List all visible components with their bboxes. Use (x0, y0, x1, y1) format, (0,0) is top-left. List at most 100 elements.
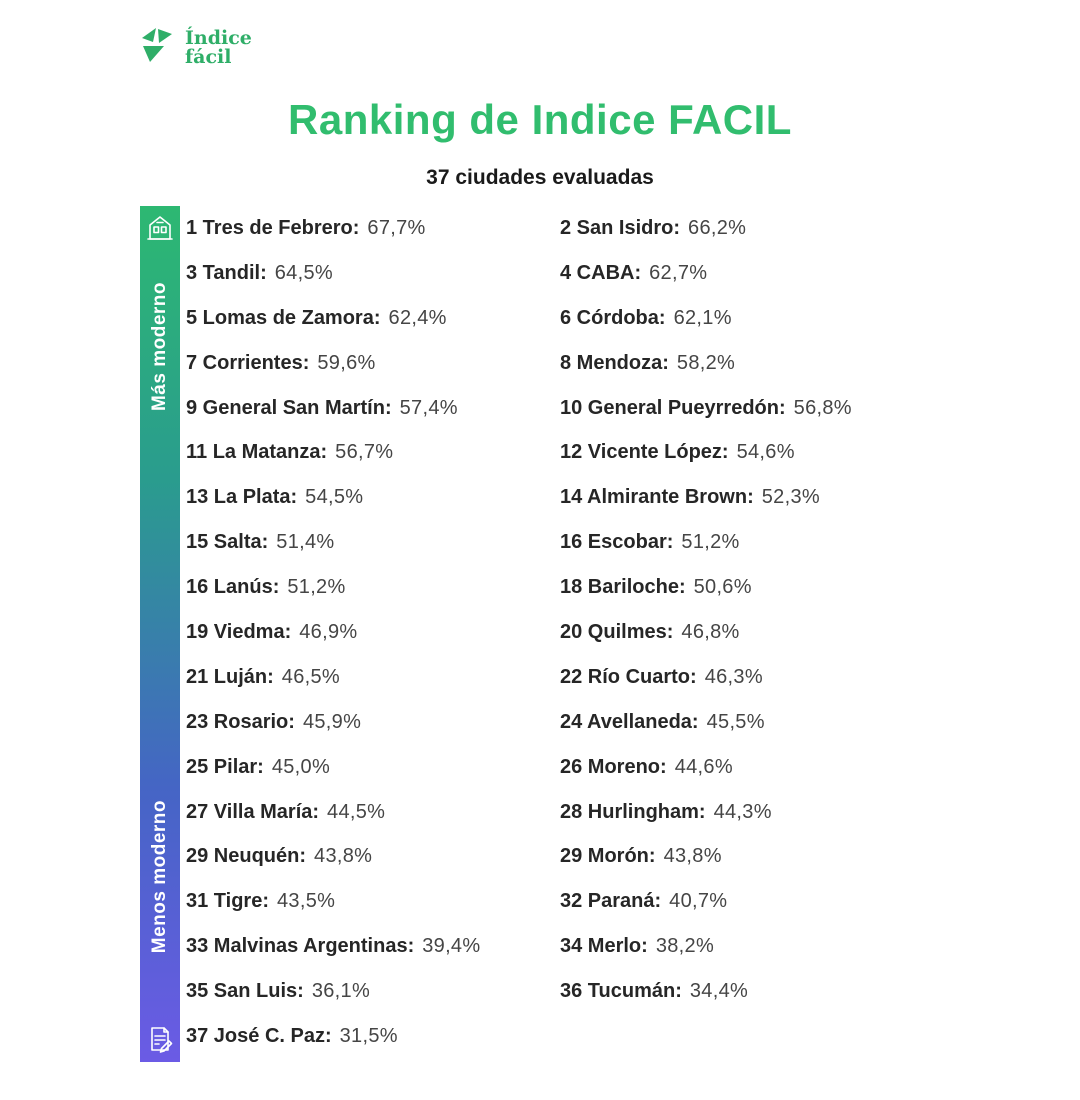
entry-value: 54,6% (736, 441, 795, 464)
ranking-entry: 13 La Plata: 54,5% (186, 475, 566, 520)
entry-value: 44,5% (327, 800, 386, 823)
indice-facil-logo-icon (142, 28, 172, 62)
entry-value: 62,7% (649, 261, 708, 284)
entry-value: 40,7% (669, 890, 728, 913)
ranking-entry: 16 Escobar: 51,2% (560, 520, 940, 565)
ranking-entry: 3 Tandil: 64,5% (186, 251, 566, 296)
entry-value: 44,3% (713, 800, 772, 823)
ranking-entry: 19 Viedma: 46,9% (186, 610, 566, 655)
modern-city-icon (147, 216, 173, 240)
entry-value: 67,7% (367, 216, 426, 239)
entry-rank-city: 29 Morón: (560, 845, 656, 868)
ranking-entry: 7 Corrientes: 59,6% (186, 341, 566, 386)
entry-value: 46,8% (681, 620, 740, 643)
entry-rank-city: 20 Quilmes: (560, 620, 674, 643)
entry-value: 45,0% (271, 755, 331, 778)
ranking-entry: 2 San Isidro: 66,2% (560, 206, 940, 251)
entry-rank-city: 2 San Isidro: (560, 216, 681, 239)
modernity-bar: Más moderno Menos moderno (140, 206, 180, 1062)
entry-rank-city: 15 Salta: (186, 531, 269, 554)
ranking-entry: 10 General Pueyrredón: 56,8% (560, 386, 940, 431)
entry-rank-city: 14 Almirante Brown: (560, 486, 754, 509)
entry-rank-city: 5 Lomas de Zamora: (186, 306, 381, 329)
entry-rank-city: 29 Neuquén: (186, 845, 307, 868)
entry-value: 36,1% (311, 980, 371, 1003)
entry-rank-city: 16 Escobar: (560, 531, 674, 554)
ranking-entry: 26 Moreno: 44,6% (560, 745, 940, 790)
entry-value: 64,5% (274, 261, 333, 284)
entry-rank-city: 37 José C. Paz: (186, 1024, 332, 1047)
entry-value: 62,1% (673, 306, 732, 329)
entry-rank-city: 32 Paraná: (560, 890, 662, 913)
ranking-entry: 35 San Luis: 36,1% (186, 969, 566, 1014)
entry-value: 56,8% (793, 396, 852, 419)
entry-rank-city: 16 Lanús: (186, 576, 280, 599)
logo-line1: Índice (185, 27, 252, 49)
entry-value: 58,2% (676, 351, 736, 374)
ranking-entry: 29 Neuquén: 43,8% (186, 834, 566, 879)
entry-rank-city: 7 Corrientes: (186, 351, 310, 374)
scale-label-menos-moderno: Menos moderno (149, 800, 170, 954)
entry-rank-city: 28 Hurlingham: (560, 800, 706, 823)
entry-value: 46,9% (299, 620, 358, 643)
ranking-entry: 1 Tres de Febrero: 67,7% (186, 206, 566, 251)
entry-value: 43,5% (277, 890, 336, 913)
ranking-entry: 31 Tigre: 43,5% (186, 879, 566, 924)
ranking-entry: 14 Almirante Brown: 52,3% (560, 475, 940, 520)
entry-value: 46,5% (281, 665, 341, 688)
entry-rank-city: 24 Avellaneda: (560, 710, 699, 733)
entry-value: 44,6% (674, 755, 733, 778)
entry-rank-city: 3 Tandil: (186, 261, 267, 284)
entry-rank-city: 19 Viedma: (186, 620, 292, 643)
entry-rank-city: 31 Tigre: (186, 890, 269, 913)
ranking-entry: 33 Malvinas Argentinas: 39,4% (186, 924, 566, 969)
ranking-entry: 24 Avellaneda: 45,5% (560, 700, 940, 745)
ranking-column-right: 2 San Isidro: 66,2% 4 CABA: 62,7% 6 Córd… (560, 206, 940, 1014)
entry-rank-city: 23 Rosario: (186, 710, 295, 733)
entry-rank-city: 22 Río Cuarto: (560, 665, 697, 688)
entry-rank-city: 27 Villa María: (186, 800, 320, 823)
page-title: Ranking de Indice FACIL (288, 96, 792, 143)
entry-value: 31,5% (339, 1024, 398, 1047)
page-subtitle: 37 ciudades evaluadas (426, 166, 654, 189)
ranking-entry: 20 Quilmes: 46,8% (560, 610, 940, 655)
entry-value: 54,5% (305, 486, 364, 509)
ranking-column-left: 1 Tres de Febrero: 67,7% 3 Tandil: 64,5%… (186, 206, 566, 1059)
ranking-entry: 5 Lomas de Zamora: 62,4% (186, 296, 566, 341)
entry-rank-city: 21 Luján: (186, 665, 274, 688)
indice-facil-logo: Índice fácil (138, 26, 252, 70)
ranking-entry: 9 General San Martín: 57,4% (186, 386, 566, 431)
entry-rank-city: 25 Pilar: (186, 755, 264, 778)
ranking-entry: 22 Río Cuarto: 46,3% (560, 655, 940, 700)
entry-rank-city: 34 Merlo: (560, 935, 648, 958)
entry-rank-city: 9 General San Martín: (186, 396, 392, 419)
entry-value: 43,8% (314, 845, 373, 868)
entry-rank-city: 11 La Matanza: (186, 441, 328, 464)
ranking-entry: 34 Merlo: 38,2% (560, 924, 940, 969)
entry-rank-city: 26 Moreno: (560, 755, 667, 778)
entry-value: 50,6% (693, 576, 752, 599)
scale-label-mas-moderno: Más moderno (149, 282, 170, 412)
entry-rank-city: 10 General Pueyrredón: (560, 396, 786, 419)
ranking-entry: 28 Hurlingham: 44,3% (560, 790, 940, 835)
ranking-entry: 6 Córdoba: 62,1% (560, 296, 940, 341)
ranking-entry: 36 Tucumán: 34,4% (560, 969, 940, 1014)
ranking-entry: 8 Mendoza: 58,2% (560, 341, 940, 386)
ranking-entry: 11 La Matanza: 56,7% (186, 430, 566, 475)
ranking-entry: 37 José C. Paz: 31,5% (186, 1014, 566, 1059)
entry-value: 34,4% (689, 980, 749, 1003)
logo-line2: fácil (185, 45, 232, 68)
ranking-entry: 29 Morón: 43,8% (560, 834, 940, 879)
entry-rank-city: 13 La Plata: (186, 486, 298, 509)
entry-value: 62,4% (388, 306, 447, 329)
entry-rank-city: 12 Vicente López: (560, 441, 729, 464)
entry-rank-city: 8 Mendoza: (560, 351, 669, 374)
entry-value: 52,3% (761, 486, 820, 509)
entry-rank-city: 36 Tucumán: (560, 980, 682, 1003)
entry-value: 66,2% (688, 216, 747, 239)
entry-value: 51,4% (276, 531, 335, 554)
entry-rank-city: 18 Bariloche: (560, 576, 686, 599)
ranking-entry: 27 Villa María: 44,5% (186, 790, 566, 835)
ranking-entry: 18 Bariloche: 50,6% (560, 565, 940, 610)
ranking-entry: 25 Pilar: 45,0% (186, 745, 566, 790)
